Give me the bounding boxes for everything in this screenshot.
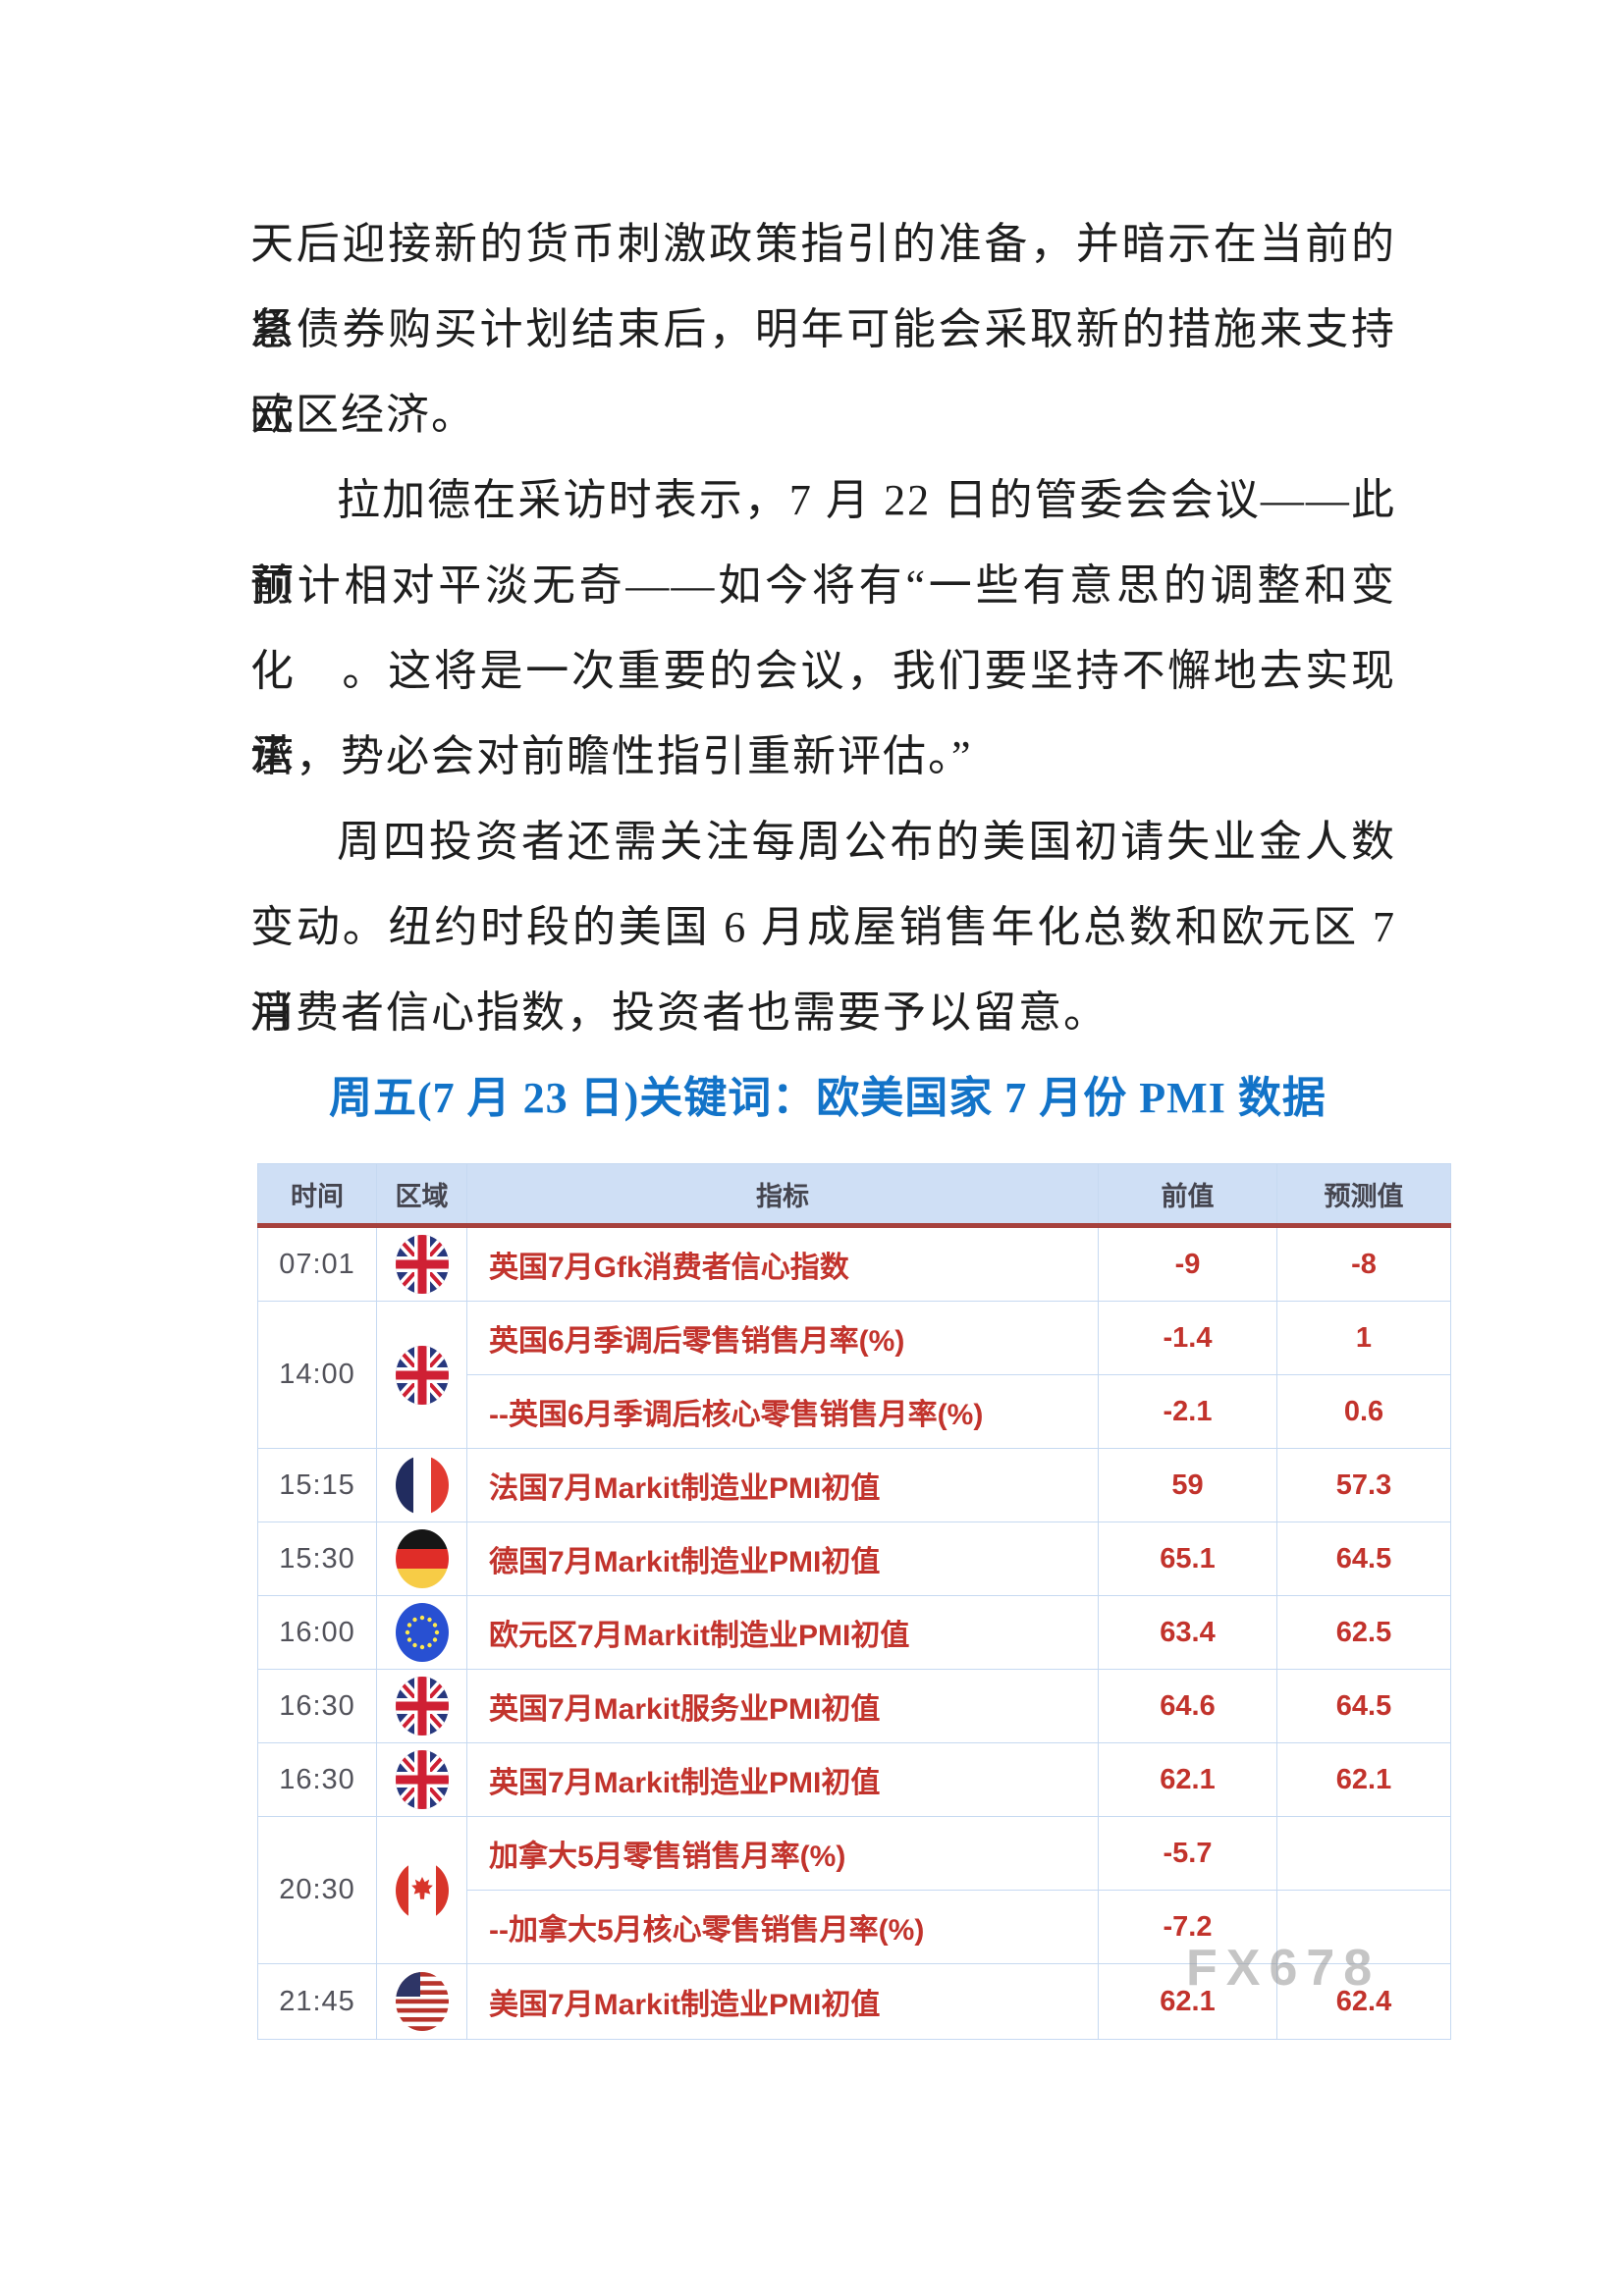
- time-cell: 16:30: [257, 1669, 377, 1743]
- table-row: 15:15 法国7月Markit制造业PMI初值 59 57.3: [257, 1448, 1451, 1522]
- column-header-previous: 前值: [1098, 1163, 1277, 1228]
- time-cell: 15:30: [257, 1522, 377, 1596]
- column-header-indicator: 指标: [466, 1163, 1099, 1228]
- column-header-region: 区域: [376, 1163, 467, 1228]
- economic-calendar-table: 时间 区域 指标 前值 预测值 07:01 英国7月Gfk消费者信心指数 -9 …: [257, 1163, 1451, 2040]
- text-line: 诺，势必会对前瞻性指引重新评估。”: [250, 732, 973, 780]
- uk-flag-icon: [395, 1235, 449, 1294]
- time-cell: 16:00: [257, 1595, 377, 1670]
- previous-value-cell: -2.1: [1098, 1374, 1277, 1449]
- text-line: 周四投资者还需关注每周公布的美国初请失业金人数: [337, 818, 1396, 866]
- uk-flag-icon: [395, 1345, 449, 1405]
- time-cell: 21:45: [257, 1963, 377, 2040]
- table-row: 15:30 德国7月Markit制造业PMI初值 65.1 64.5: [257, 1522, 1451, 1596]
- text-line: 拉加德在采访时表示，7 月 22 日的管委会会议——此前: [250, 476, 1396, 610]
- region-cell: [376, 1225, 467, 1302]
- column-header-time: 时间: [257, 1163, 377, 1228]
- germany-flag-icon: [395, 1529, 449, 1588]
- text-line: 变动。纽约时段的美国 6 月成屋销售年化总数和欧元区 7 月: [250, 903, 1396, 1037]
- previous-value-cell: -1.4: [1098, 1301, 1277, 1375]
- previous-value-cell: -9: [1098, 1225, 1277, 1302]
- canada-flag-icon: [395, 1860, 449, 1920]
- time-cell: 07:01: [257, 1225, 377, 1302]
- indicator-cell: 英国6月季调后零售销售月率(%): [466, 1301, 1099, 1375]
- region-cell: [376, 1448, 467, 1522]
- forecast-value-cell: 0.6: [1276, 1374, 1451, 1449]
- indicator-cell: 英国7月Gfk消费者信心指数: [466, 1225, 1099, 1302]
- indicator-cell: 欧元区7月Markit制造业PMI初值: [466, 1595, 1099, 1670]
- previous-value-cell: -5.7: [1098, 1816, 1277, 1891]
- text-line: 预计相对平淡无奇——如今将有“一些有意思的调整和变: [250, 561, 1396, 610]
- text-line: 元区经济。: [250, 391, 476, 439]
- text-line: 消费者信心指数，投资者也需要予以留意。: [250, 988, 1109, 1037]
- table-row: 07:01 英国7月Gfk消费者信心指数 -9 -8: [257, 1225, 1451, 1302]
- indicator-cell: 加拿大5月零售销售月率(%): [466, 1816, 1099, 1891]
- forecast-value-cell: 1: [1276, 1301, 1451, 1375]
- forecast-value-cell: [1276, 1816, 1451, 1891]
- table-row: 14:00 英国6月季调后零售销售月率(%) -1.4 1: [257, 1301, 1451, 1449]
- previous-value-cell: 62.1: [1098, 1742, 1277, 1817]
- region-cell: [376, 1963, 467, 2040]
- forecast-value-cell: 62.4: [1276, 1963, 1451, 2040]
- indicator-cell: --英国6月季调后核心零售销售月率(%): [466, 1374, 1099, 1449]
- table-row: 16:30 英国7月Markit制造业PMI初值 62.1 62.1: [257, 1742, 1451, 1817]
- table-row: 20:30 加拿大5月零售销售月率(%) -5.7: [257, 1816, 1451, 1964]
- previous-value-cell: 62.1: [1098, 1963, 1277, 2040]
- forecast-value-cell: [1276, 1890, 1451, 1964]
- indicator-cell: 美国7月Markit制造业PMI初值: [466, 1963, 1099, 2040]
- us-flag-icon: [395, 1972, 449, 2031]
- region-cell: [376, 1742, 467, 1817]
- table-row: --英国6月季调后核心零售销售月率(%) -2.1 0.6: [258, 1374, 1451, 1449]
- region-cell: [376, 1816, 467, 1964]
- text-line: 化 。这将是一次重要的会议，我们要坚持不懈地去实现承: [250, 647, 1396, 780]
- previous-value-cell: 63.4: [1098, 1595, 1277, 1670]
- previous-value-cell: 64.6: [1098, 1669, 1277, 1743]
- article-text-block: 天后迎接新的货币刺激政策指引的准备，并暗示在当前的紧 急债券购买计划结束后，明年…: [250, 201, 1396, 1141]
- france-flag-icon: [395, 1456, 449, 1515]
- indicator-cell: --加拿大5月核心零售销售月率(%): [466, 1890, 1099, 1964]
- text-line: 急债券购买计划结束后，明年可能会采取新的措施来支持欧: [250, 305, 1396, 439]
- previous-value-cell: 59: [1098, 1448, 1277, 1522]
- forecast-value-cell: 57.3: [1276, 1448, 1451, 1522]
- time-cell: 15:15: [257, 1448, 377, 1522]
- time-cell: 16:30: [257, 1742, 377, 1817]
- time-cell: 14:00: [257, 1301, 377, 1449]
- region-cell: [376, 1669, 467, 1743]
- region-cell: [376, 1522, 467, 1596]
- column-header-forecast: 预测值: [1276, 1163, 1451, 1228]
- eu-flag-icon: [395, 1603, 449, 1662]
- indicator-cell: 英国7月Markit制造业PMI初值: [466, 1742, 1099, 1817]
- section-heading: 周五(7 月 23 日)关键词：欧美国家 7 月份 PMI 数据: [329, 1074, 1326, 1122]
- region-cell: [376, 1301, 467, 1449]
- forecast-value-cell: 64.5: [1276, 1522, 1451, 1596]
- indicator-cell: 英国7月Markit服务业PMI初值: [466, 1669, 1099, 1743]
- forecast-value-cell: 62.1: [1276, 1742, 1451, 1817]
- previous-value-cell: -7.2: [1098, 1890, 1277, 1964]
- forecast-value-cell: 64.5: [1276, 1669, 1451, 1743]
- table-row: 16:00 欧元区7月Markit制造业PMI初值 63.4 62.5: [257, 1595, 1451, 1670]
- indicator-cell: 法国7月Markit制造业PMI初值: [466, 1448, 1099, 1522]
- previous-value-cell: 65.1: [1098, 1522, 1277, 1596]
- forecast-value-cell: -8: [1276, 1225, 1451, 1302]
- uk-flag-icon: [395, 1677, 449, 1735]
- indicator-cell: 德国7月Markit制造业PMI初值: [466, 1522, 1099, 1596]
- text-line: 天后迎接新的货币刺激政策指引的准备，并暗示在当前的紧: [250, 220, 1396, 353]
- table-row: 21:45 美国7月Markit制造业PMI初值 62.1 62.4: [257, 1963, 1451, 2040]
- uk-flag-icon: [395, 1750, 449, 1809]
- forecast-value-cell: 62.5: [1276, 1595, 1451, 1670]
- region-cell: [376, 1595, 467, 1670]
- table-row: 16:30 英国7月Markit服务业PMI初值 64.6 64.5: [257, 1669, 1451, 1743]
- table-header-row: 时间 区域 指标 前值 预测值: [257, 1163, 1451, 1228]
- time-cell: 20:30: [257, 1816, 377, 1964]
